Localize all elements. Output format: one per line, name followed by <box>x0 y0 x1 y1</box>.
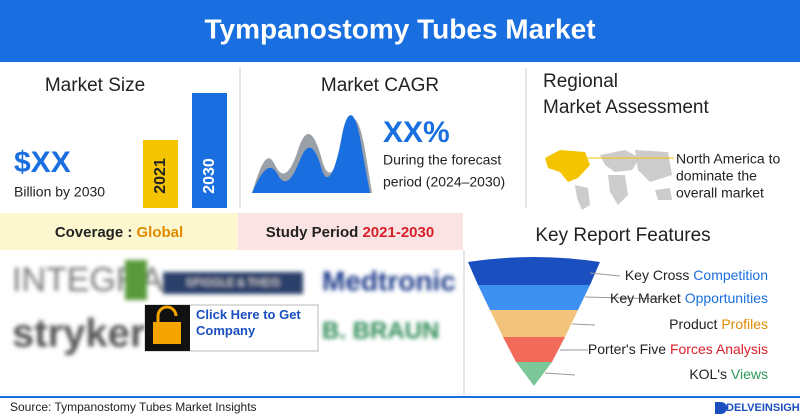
feature-item: Product Profiles <box>669 316 768 332</box>
features-title: Key Report Features <box>535 225 710 246</box>
feature-text: Key Market <box>610 290 685 306</box>
bar-icon <box>192 93 227 208</box>
size-value: $XX <box>14 146 71 179</box>
company-logo: B. BRAUN <box>322 317 439 344</box>
feature-item: Porter's Five Forces Analysis <box>588 341 768 357</box>
header-band <box>0 0 800 62</box>
panel-title: Market Size <box>45 75 145 96</box>
brand-icon <box>715 402 727 414</box>
company-logo: SPIGGLE & THEIS <box>186 277 280 289</box>
feature-text: Porter's Five <box>588 341 670 357</box>
feature-highlight: Opportunities <box>685 290 768 306</box>
lock-body <box>153 322 181 344</box>
lock-shackle <box>156 305 178 322</box>
coverage: Coverage : Global <box>55 224 183 241</box>
feature-item: Key Cross Competition <box>625 267 768 283</box>
cagr-caption: During the forecast <box>383 152 501 168</box>
source: Source: Tympanostomy Tubes Market Insigh… <box>10 400 257 414</box>
feature-highlight: Views <box>731 366 768 382</box>
feature-highlight: Profiles <box>721 316 768 332</box>
study-period: Study Period 2021-2030 <box>266 224 434 241</box>
period-box <box>238 213 463 250</box>
coverage-value: Global <box>137 224 184 241</box>
bar-icon <box>143 140 178 208</box>
coverage-label: Coverage : <box>55 224 137 241</box>
size-caption: Billion by 2030 <box>14 184 105 200</box>
region-caption: North America to <box>676 151 780 167</box>
feature-item: KOL's Views <box>689 366 768 382</box>
title: Tympanostomy Tubes Market <box>204 13 595 44</box>
period-value: 2021-2030 <box>362 224 434 241</box>
cagr-value: XX% <box>383 116 450 149</box>
bar-label: 2021 <box>152 158 169 194</box>
company-logo: stryker <box>12 312 145 356</box>
period-label: Study Period <box>266 224 363 241</box>
coverage-box <box>0 213 238 250</box>
region-caption: overall market <box>676 185 764 201</box>
feature-item: Key Market Opportunities <box>610 290 768 306</box>
brand: DELVEINSIGHT <box>726 402 800 414</box>
panel-title: Market CAGR <box>321 75 439 96</box>
panel-title: Market Assessment <box>543 97 709 118</box>
panel-title: Regional <box>543 71 618 92</box>
funnel <box>468 257 666 386</box>
feature-highlight: Forces Analysis <box>670 341 768 357</box>
region-caption: dominate the <box>676 168 757 184</box>
bar-label: 2030 <box>201 158 218 194</box>
cagr-caption: period (2024–2030) <box>383 174 505 190</box>
feature-list: Key Cross Competition Key Market Opportun… <box>588 267 768 382</box>
cta-text[interactable]: Click Here to Get Company <box>196 307 301 338</box>
feature-text: KOL's <box>689 366 731 382</box>
world-map <box>545 150 674 210</box>
cta-button[interactable]: Click Here to Get Company <box>144 304 319 352</box>
feature-text: Product <box>669 316 721 332</box>
feature-text: Key Cross <box>625 267 693 283</box>
feature-highlight: Competition <box>693 267 768 283</box>
company-logo: Medtronic <box>322 265 456 296</box>
wave-icon <box>252 115 370 193</box>
logos: INTEGRA SPIGGLE & THEIS Medtronic stryke… <box>12 260 456 356</box>
